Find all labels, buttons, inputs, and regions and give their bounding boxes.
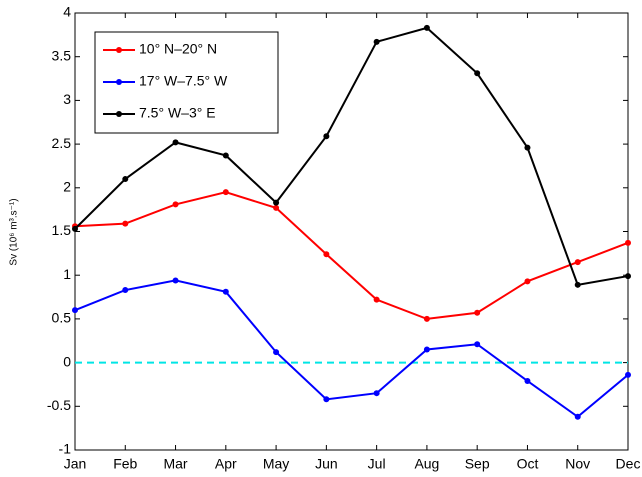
x-tick-label: Jan [64,456,87,472]
series-line [74,279,629,419]
data-point [574,281,581,288]
x-tick-label: May [263,456,289,472]
legend-label: 10° N–20° N [139,41,217,57]
legend-marker [116,111,122,117]
y-tick-label: 2 [63,179,71,195]
x-tick-label: Jul [368,456,386,472]
data-point [273,199,280,206]
y-tick-label: 4 [63,4,71,20]
data-point [172,139,179,146]
legend-marker [116,47,122,53]
data-point [222,152,229,159]
data-point [423,315,430,322]
data-point [323,251,330,258]
x-tick-label: Dec [616,456,641,472]
data-point [273,204,280,211]
y-tick-label: 2.5 [52,135,72,151]
data-point [423,346,430,353]
x-tick-label: Mar [163,456,187,472]
y-axis-label: Sv (10⁶ m³.s⁻¹) [9,198,20,265]
data-point [72,225,78,232]
x-tick-label: Aug [414,456,439,472]
x-tick-label: Oct [517,456,539,472]
data-point [524,144,531,151]
data-point [222,288,229,295]
data-point [474,341,481,348]
y-tick-label: -0.5 [47,397,71,413]
y-tick-label: 0 [63,353,71,369]
data-point [373,38,380,45]
data-point [122,287,129,294]
data-point [625,273,631,280]
data-point [222,189,229,196]
data-point [474,70,481,77]
data-point [323,133,330,140]
data-point [574,259,581,266]
y-tick-label: 3.5 [52,47,72,63]
data-point [423,24,430,31]
legend-label: 17° W–7.5° W [139,73,228,89]
data-point [574,413,581,420]
legend-marker [116,79,122,85]
data-point [524,377,531,384]
x-tick-label: Apr [215,456,237,472]
series-line [74,191,629,320]
x-tick-label: Jun [315,456,338,472]
y-tick-label: 1 [63,266,71,282]
data-point [122,176,129,183]
data-point [625,371,631,378]
data-point [273,349,280,356]
data-point [122,220,129,227]
y-tick-label: -1 [59,441,72,457]
y-tick-label: 0.5 [52,310,72,326]
data-point [524,278,531,285]
data-point [323,396,330,403]
y-tick-label: 3 [63,91,71,107]
legend-label: 7.5° W–3° E [139,105,216,121]
x-tick-label: Nov [565,456,590,472]
data-point [474,309,481,316]
data-point [373,296,380,303]
data-point [72,307,78,314]
x-tick-label: Feb [113,456,137,472]
series-line [74,26,629,286]
data-point [373,390,380,397]
data-point [172,277,179,284]
data-point [172,201,179,208]
data-point [625,239,631,246]
x-tick-label: Sep [465,456,490,472]
y-tick-label: 1.5 [52,222,72,238]
